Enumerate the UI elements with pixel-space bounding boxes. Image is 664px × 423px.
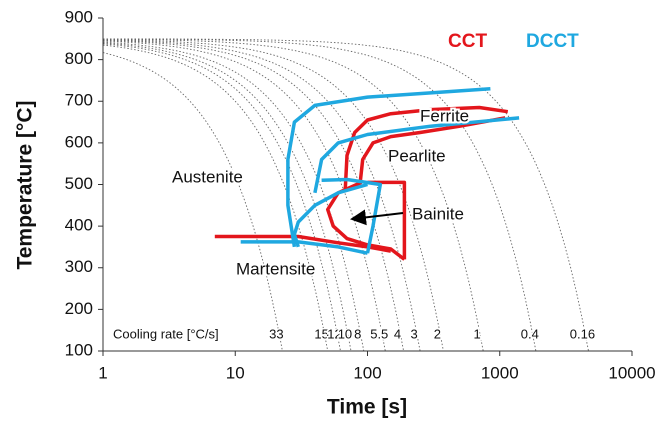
phase-label: Bainite: [412, 204, 464, 223]
transformation-curve: [286, 87, 491, 248]
cooling-rate-label: 4: [394, 326, 401, 341]
cooling-curve: [102, 42, 352, 352]
cooling-curve: [102, 39, 444, 352]
cooling-rate-label: 0.4: [521, 326, 539, 341]
cooling-rate-label: 15: [314, 326, 328, 341]
cooling-curve: [102, 52, 283, 352]
phase-label: Austenite: [172, 167, 243, 186]
cooling-curve: [102, 41, 365, 352]
y-tick-label: 600: [65, 132, 93, 151]
cooling-curve: [102, 43, 341, 352]
cooling-rate-label: 8: [354, 326, 361, 341]
cooling-curve: [102, 44, 329, 352]
cooling-rate-label: 12: [327, 326, 341, 341]
transformation-curve: [321, 177, 383, 254]
x-tick-label: 1: [98, 363, 107, 382]
cooling-curve: [102, 40, 386, 352]
x-axis-title: Time [s]: [327, 396, 407, 419]
y-tick-label: 400: [65, 216, 93, 235]
y-tick-label: 300: [65, 257, 93, 276]
cooling-curve: [102, 39, 421, 352]
x-tick-label: 1000: [481, 363, 519, 382]
y-axis-title: Temperature [°C]: [14, 100, 37, 269]
cooling-rate-label: 33: [269, 326, 283, 341]
transformation-curve: [343, 105, 509, 189]
cooling-rate-label: 2: [434, 326, 441, 341]
cooling-rate-label: 1: [474, 326, 481, 341]
transformation-curve: [367, 180, 407, 260]
phase-label: Pearlite: [388, 146, 446, 165]
legend-entry: DCCT: [526, 31, 579, 52]
transformation-curve: [313, 116, 520, 194]
transformation-curve: [292, 182, 368, 248]
phase-label: Ferrite: [420, 106, 469, 125]
y-tick-label: 200: [65, 299, 93, 318]
transformation-curve: [240, 240, 368, 255]
x-tick-label: 10: [226, 363, 245, 382]
cooling-rate-label: 5.5: [370, 326, 388, 341]
cooling-curve: [102, 40, 405, 352]
cooling-rate-label: 3: [410, 326, 417, 341]
y-tick-label: 800: [65, 49, 93, 68]
phase-label: Martensite: [236, 259, 315, 278]
y-tick-label: 500: [65, 174, 93, 193]
cooling-curve: [103, 38, 537, 352]
cooling-curve: [102, 38, 484, 352]
transformation-curve: [214, 234, 392, 253]
cooling-curve: [103, 38, 589, 352]
cooling-rate-label: 10: [338, 326, 352, 341]
y-tick-label: 100: [65, 340, 93, 359]
cooling-rate-title: Cooling rate [°C/s]: [113, 326, 219, 341]
y-tick-label: 700: [65, 91, 93, 110]
x-tick-label: 10000: [608, 363, 655, 382]
y-tick-label: 900: [65, 7, 93, 26]
x-tick-label: 100: [353, 363, 381, 382]
transformation-curve: [358, 116, 506, 183]
arrow: [350, 209, 404, 226]
legend-entry: CCT: [448, 31, 487, 52]
cooling-rate-label: 0.16: [570, 326, 595, 341]
